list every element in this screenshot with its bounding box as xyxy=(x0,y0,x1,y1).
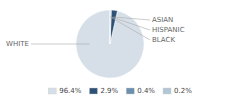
legend-swatch xyxy=(48,88,56,94)
category-label: WHITE xyxy=(6,40,29,48)
chart: WHITE ASIAN HISPANIC BLACK 96.4% 2.9% 0.4% 0.2% xyxy=(0,0,240,100)
slice xyxy=(110,10,111,44)
legend-swatch xyxy=(89,88,97,94)
leader-line xyxy=(111,17,150,30)
leader-line xyxy=(110,17,150,40)
slice xyxy=(110,10,111,44)
category-label: ASIAN xyxy=(152,16,173,24)
legend-swatch xyxy=(126,88,134,94)
slice xyxy=(110,10,117,44)
leader-line xyxy=(31,44,90,45)
legend-label: 0.4% xyxy=(137,87,155,95)
legend-label: 96.4% xyxy=(59,87,82,95)
legend: 96.4% 2.9% 0.4% 0.2% xyxy=(48,87,192,95)
legend-label: 0.2% xyxy=(174,87,192,95)
category-label: BLACK xyxy=(152,36,175,44)
category-label: HISPANIC xyxy=(152,26,185,34)
legend-swatch xyxy=(163,88,171,94)
legend-label: 2.9% xyxy=(100,87,118,95)
